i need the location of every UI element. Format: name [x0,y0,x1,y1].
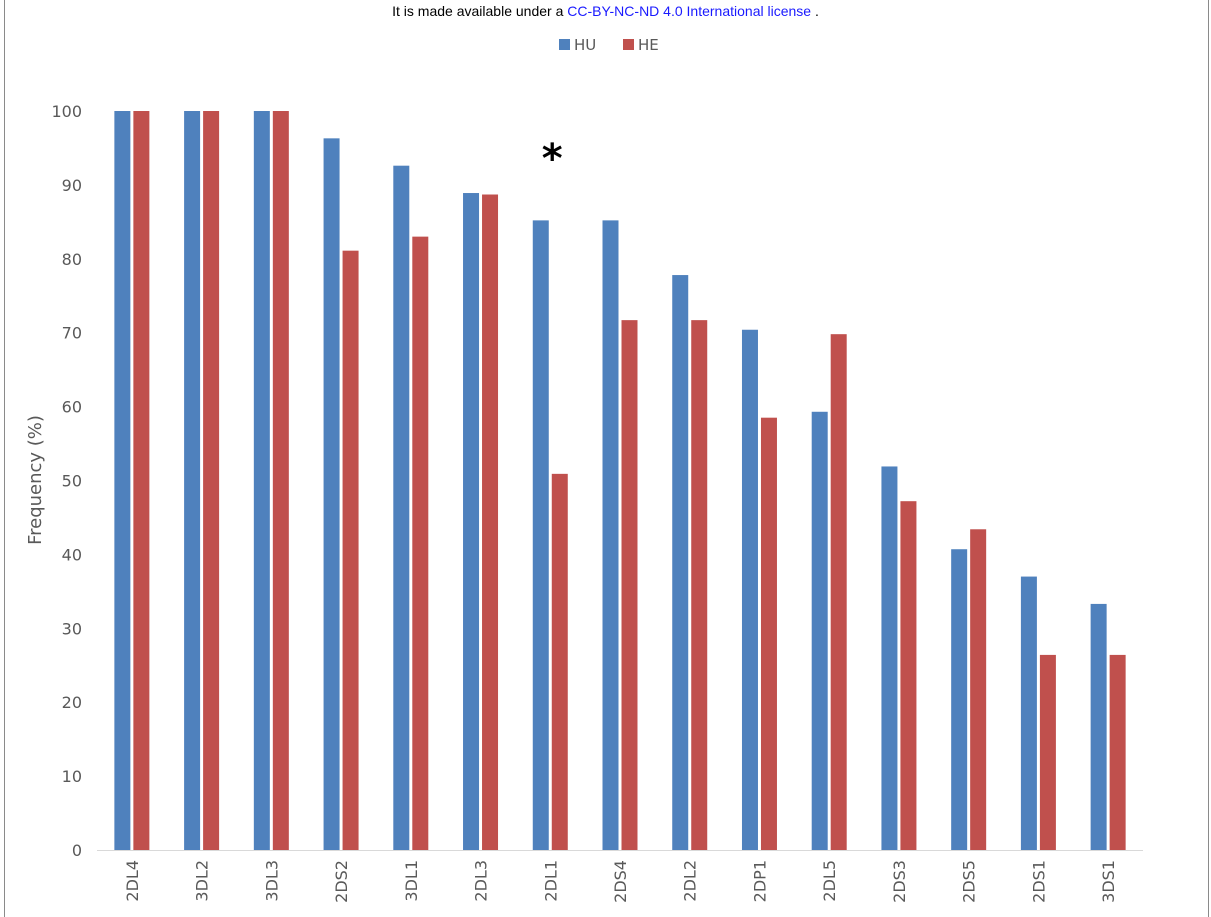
bar-he-2dl3 [482,194,499,850]
y-tick-label: 50 [62,472,82,491]
x-tick-label: 3DS1 [1099,860,1118,903]
chart-frame [4,0,1209,917]
bar-hu-2dl2 [672,275,689,851]
x-tick-label: 3DL1 [402,860,421,902]
x-tick-label: 2DS4 [611,860,630,903]
y-tick-label: 10 [62,767,82,786]
bar-hu-3ds1 [1090,603,1107,850]
x-tick-label: 2DS1 [1029,860,1048,903]
bar-he-2ds5 [970,529,987,850]
bar-hu-3dl3 [253,111,270,850]
license-link[interactable]: CC-BY-NC-ND 4.0 International license [567,3,812,19]
x-tick-label: 2DS5 [960,860,979,903]
bar-he-2dp1 [760,417,777,850]
legend-label-he: HE [638,36,659,54]
bar-hu-2ds1 [1020,576,1037,850]
x-axis: 2DL4 3DL2 3DL3 2DS2 3DL1 2DL3 2DL1 2DS4 2DL2 2DP1… [97,850,1143,903]
y-tick-label: 80 [62,250,82,269]
y-tick-label: 0 [72,841,82,860]
bar-hu-2ds4 [602,220,619,850]
bar-hu-2dp1 [741,329,758,850]
legend: HU HE [559,36,659,54]
bar-hu-3dl2 [184,111,201,850]
x-tick-label: 2DL1 [541,860,560,902]
y-tick-label: 90 [62,176,82,195]
license-notice: It is made available under a CC-BY-NC-ND… [0,3,1211,19]
annotations: * [542,136,563,182]
x-tick-label: 3DL3 [262,860,281,902]
y-tick-label: 60 [62,398,82,417]
x-tick-label: 2DP1 [750,860,769,902]
x-tick-label: 2DS3 [890,860,909,903]
y-tick-label: 70 [62,324,82,343]
x-tick-label: 3DL2 [193,860,212,902]
bar-he-2ds4 [621,320,638,851]
bar-hu-2ds5 [951,549,968,850]
bar-hu-2dl1 [532,220,549,850]
x-tick-label: 2DL4 [123,860,142,902]
bar-he-3dl2 [203,111,220,850]
bar-he-2dl4 [133,111,150,850]
bar-he-3dl3 [272,111,289,850]
bar-hu-2ds2 [323,138,340,850]
legend-label-hu: HU [574,36,596,54]
bar-he-3ds1 [1109,654,1126,850]
bar-hu-3dl1 [393,165,410,850]
bar-he-3dl1 [412,236,429,850]
bar-he-2ds2 [342,250,359,850]
y-axis: 0 10 20 30 40 50 60 70 80 90 100 [51,102,82,860]
bar-he-2dl5 [830,334,847,851]
bar-hu-2dl3 [463,193,480,851]
y-tick-label: 20 [62,693,82,712]
legend-swatch-hu [559,39,570,50]
y-axis-label: Frequency (%) [25,415,46,545]
x-tick-label: 2DL2 [681,860,700,902]
x-tick-label: 2DL3 [472,860,491,902]
bar-he-2dl1 [551,473,568,850]
bar-he-2ds1 [1039,654,1056,850]
y-tick-label: 40 [62,545,82,564]
bars [114,111,1126,851]
x-tick-label: 2DL5 [820,860,839,902]
license-prefix: It is made available under a [392,3,568,19]
x-tick-label: 2DS2 [332,860,351,903]
legend-swatch-he [623,39,634,50]
bar-he-2ds3 [900,501,917,850]
bar-hu-2dl5 [811,411,828,850]
bar-hu-2ds3 [881,466,898,850]
y-tick-label: 100 [51,102,82,121]
significance-asterisk: * [542,136,563,182]
bar-hu-2dl4 [114,111,131,850]
license-suffix: . [811,3,819,19]
y-tick-label: 30 [62,619,82,638]
bar-he-2dl2 [691,320,708,851]
